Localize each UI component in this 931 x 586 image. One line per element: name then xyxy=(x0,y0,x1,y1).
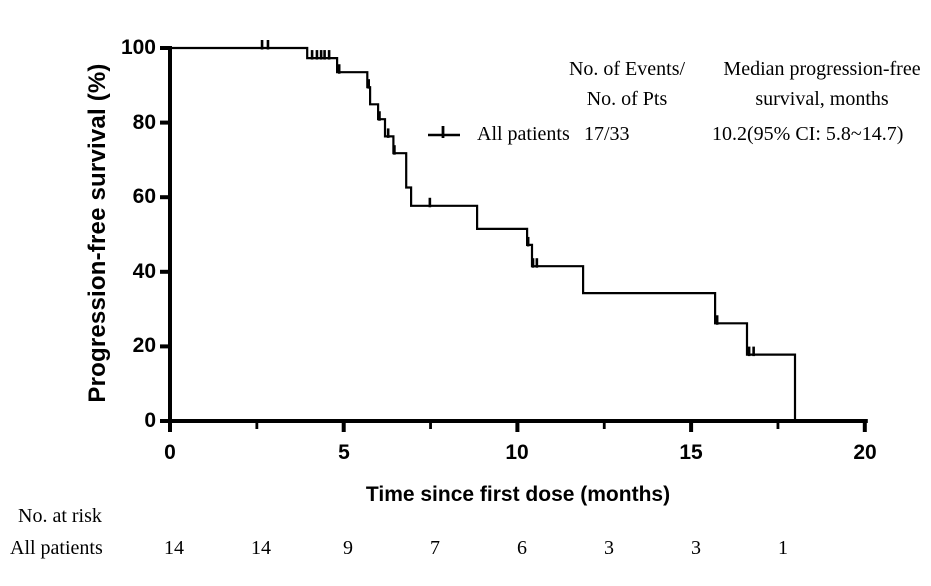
median-header-line2: survival, months xyxy=(755,88,889,110)
x-tick-label: 5 xyxy=(338,441,350,464)
x-tick-label: 20 xyxy=(853,441,877,464)
risk-count: 9 xyxy=(343,537,353,559)
y-tick-label: 80 xyxy=(132,111,156,134)
events-header-line2: No. of Pts xyxy=(586,88,668,110)
risk-table-title: No. at risk xyxy=(18,505,102,527)
legend-key-icon xyxy=(428,126,460,138)
x-tick-label: 10 xyxy=(505,441,529,464)
y-axis-title: Progression-free survival (%) xyxy=(84,63,111,403)
y-tick-label: 60 xyxy=(132,185,156,208)
legend-series-label: All patients xyxy=(477,123,570,145)
y-tick-label: 20 xyxy=(132,334,156,357)
risk-count: 14 xyxy=(251,537,271,559)
x-tick-label: 0 xyxy=(164,441,176,464)
events-header-line1: No. of Events/ xyxy=(568,58,686,80)
legend-events-value: 17/33 xyxy=(584,123,630,145)
x-tick-label: 15 xyxy=(679,441,703,464)
censor-marks xyxy=(260,40,755,357)
risk-row-label: All patients xyxy=(10,537,103,559)
km-curve xyxy=(170,46,797,421)
risk-count: 7 xyxy=(430,537,440,559)
x-axis-title: Time since first dose (months) xyxy=(365,483,671,506)
risk-count: 14 xyxy=(164,537,184,559)
km-step-path xyxy=(170,46,797,421)
median-header-line1: Median progression-free xyxy=(723,58,921,80)
risk-count: 6 xyxy=(517,537,527,559)
y-tick-label: 0 xyxy=(144,409,156,432)
axes xyxy=(160,46,868,432)
risk-count: 3 xyxy=(691,537,701,559)
y-tick-label: 100 xyxy=(120,36,156,59)
legend-median-value: 10.2(95% CI: 5.8~14.7) xyxy=(712,123,904,145)
risk-count: 3 xyxy=(604,537,614,559)
risk-count: 1 xyxy=(778,537,788,559)
y-tick-label: 40 xyxy=(132,260,156,283)
